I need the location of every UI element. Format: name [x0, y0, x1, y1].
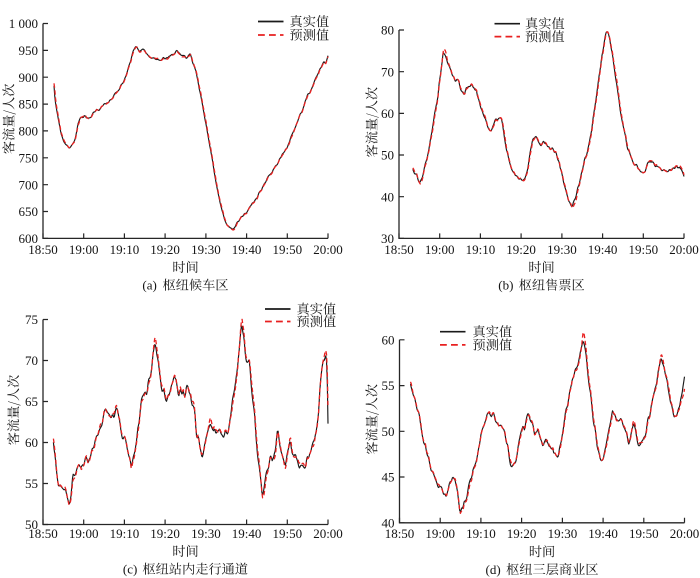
svg-text:70: 70: [25, 353, 38, 368]
svg-text:800: 800: [19, 124, 39, 139]
svg-text:19:40: 19:40: [588, 242, 618, 257]
svg-text:45: 45: [382, 470, 395, 485]
svg-text:19:10: 19:10: [110, 242, 140, 257]
svg-text:60: 60: [25, 435, 38, 450]
svg-text:650: 650: [19, 204, 39, 219]
svg-text:40: 40: [382, 515, 395, 530]
svg-text:19:00: 19:00: [425, 526, 455, 541]
svg-text:20:00: 20:00: [670, 526, 700, 541]
svg-text:700: 700: [19, 177, 39, 192]
svg-text:850: 850: [19, 97, 39, 112]
svg-text:19:40: 19:40: [232, 242, 262, 257]
svg-text:50: 50: [381, 148, 394, 163]
svg-text:18:50: 18:50: [385, 526, 415, 541]
svg-text:19:00: 19:00: [425, 242, 455, 257]
svg-text:70: 70: [381, 64, 394, 79]
svg-text:20:00: 20:00: [669, 242, 699, 257]
svg-text:55: 55: [382, 378, 395, 393]
svg-text:(d): (d): [486, 562, 501, 577]
svg-text:19:40: 19:40: [588, 526, 618, 541]
svg-text:950: 950: [19, 43, 39, 58]
svg-text:19:30: 19:30: [191, 242, 221, 257]
svg-text:19:20: 19:20: [150, 526, 180, 541]
svg-text:19:50: 19:50: [272, 242, 302, 257]
svg-text:19:10: 19:10: [110, 526, 140, 541]
svg-text:19:00: 19:00: [69, 242, 99, 257]
svg-text:20:00: 20:00: [313, 526, 343, 541]
svg-text:60: 60: [382, 332, 395, 347]
svg-text:19:10: 19:10: [466, 526, 496, 541]
svg-text:55: 55: [25, 476, 38, 491]
svg-text:19:30: 19:30: [547, 242, 577, 257]
svg-text:19:20: 19:20: [507, 526, 537, 541]
svg-text:19:00: 19:00: [69, 526, 99, 541]
svg-text:(b): (b): [498, 278, 513, 293]
svg-text:80: 80: [381, 23, 394, 38]
svg-text:18:50: 18:50: [28, 242, 58, 257]
svg-text:18:50: 18:50: [28, 526, 58, 541]
svg-text:19:10: 19:10: [466, 242, 496, 257]
svg-text:750: 750: [19, 150, 39, 165]
svg-text:(c): (c): [123, 562, 137, 577]
svg-text:30: 30: [381, 231, 394, 246]
svg-text:75: 75: [25, 312, 38, 327]
svg-text:19:30: 19:30: [548, 526, 578, 541]
svg-text:65: 65: [25, 394, 38, 409]
svg-text:40: 40: [381, 189, 394, 204]
svg-text:19:20: 19:20: [506, 242, 536, 257]
svg-text:19:20: 19:20: [150, 242, 180, 257]
svg-text:19:40: 19:40: [232, 526, 262, 541]
svg-text:50: 50: [25, 517, 38, 532]
svg-text:900: 900: [19, 70, 39, 85]
svg-text:(a): (a): [142, 278, 156, 293]
svg-text:19:50: 19:50: [629, 526, 659, 541]
svg-text:50: 50: [382, 424, 395, 439]
svg-text:20:00: 20:00: [313, 242, 343, 257]
svg-text:19:30: 19:30: [191, 526, 221, 541]
svg-text:19:50: 19:50: [628, 242, 658, 257]
svg-text:1 000: 1 000: [9, 16, 38, 31]
svg-text:18:50: 18:50: [384, 242, 414, 257]
svg-text:600: 600: [19, 231, 39, 246]
svg-text:19:50: 19:50: [272, 526, 302, 541]
svg-text:60: 60: [381, 106, 394, 121]
